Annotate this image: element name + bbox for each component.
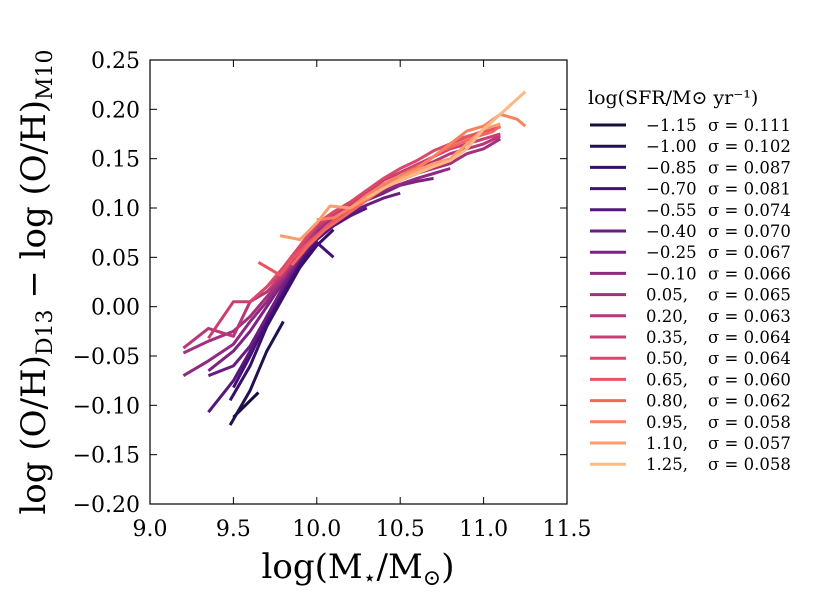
legend-value-15: 1.10, bbox=[646, 434, 688, 453]
legend-value-2: −0.85 bbox=[646, 158, 697, 177]
legend-sigma-2: σ = 0.087 bbox=[708, 158, 791, 177]
legend-sigma-13: σ = 0.062 bbox=[708, 392, 791, 411]
legend-value-8: 0.05, bbox=[646, 286, 688, 305]
plot-lines bbox=[182, 90, 527, 426]
y-tick-label-2: −0.10 bbox=[73, 394, 140, 419]
legend-value-0: −1.15 bbox=[646, 116, 697, 135]
series-line-1 bbox=[228, 320, 285, 426]
y-tick-label-5: 0.05 bbox=[91, 246, 140, 271]
legend-title: log(SFR/M⊙ yr⁻¹) bbox=[588, 87, 758, 109]
series-line-3 bbox=[232, 241, 335, 389]
legend-sigma-10: σ = 0.064 bbox=[708, 328, 791, 347]
legend-sigma-4: σ = 0.074 bbox=[708, 201, 791, 220]
legend-sigma-0: σ = 0.111 bbox=[708, 116, 791, 135]
legend-sigma-14: σ = 0.058 bbox=[708, 413, 791, 432]
y-tick-label-3: −0.05 bbox=[73, 345, 140, 370]
legend-value-6: −0.25 bbox=[646, 243, 697, 262]
legend-value-1: −1.00 bbox=[646, 137, 697, 156]
legend-sigma-6: σ = 0.067 bbox=[708, 243, 791, 262]
x-tick-label-4: 11.0 bbox=[459, 517, 508, 542]
y-tick-label-4: 0.00 bbox=[91, 296, 140, 321]
x-tick-label-0: 9.0 bbox=[133, 517, 168, 542]
legend-value-16: 1.25, bbox=[646, 455, 688, 474]
y-tick-label-7: 0.15 bbox=[91, 148, 140, 173]
y-tick-label-6: 0.10 bbox=[91, 197, 140, 222]
series-line-6 bbox=[207, 176, 434, 372]
legend-value-4: −0.55 bbox=[646, 201, 697, 220]
legend-value-11: 0.50, bbox=[646, 349, 688, 368]
legend-value-5: −0.40 bbox=[646, 222, 697, 241]
x-tick-label-2: 10.0 bbox=[292, 517, 341, 542]
legend: −1.15 σ = 0.111 −1.00 σ = 0.102 −0.85 σ = 0.0… bbox=[590, 116, 791, 474]
legend-value-3: −0.70 bbox=[646, 180, 697, 199]
legend-value-14: 0.95, bbox=[646, 413, 688, 432]
y-tick-label-1: −0.15 bbox=[73, 444, 140, 469]
legend-sigma-12: σ = 0.060 bbox=[708, 370, 791, 389]
legend-value-10: 0.35, bbox=[646, 328, 688, 347]
axis-ticks bbox=[149, 59, 568, 505]
legend-sigma-5: σ = 0.070 bbox=[708, 222, 791, 241]
x-axis-label: log(M⋆/M⊙) bbox=[262, 547, 455, 591]
plot-frame bbox=[149, 59, 568, 505]
x-tick-label-5: 11.5 bbox=[543, 517, 592, 542]
series-line-16 bbox=[366, 90, 527, 200]
y-tick-label-0: −0.20 bbox=[73, 493, 140, 518]
series-line-10 bbox=[207, 132, 501, 340]
legend-sigma-1: σ = 0.102 bbox=[708, 137, 791, 156]
y-axis-label: log (O/H)D13 − log (O/H)M10 bbox=[14, 49, 58, 514]
series-line-9 bbox=[182, 134, 501, 350]
legend-sigma-8: σ = 0.065 bbox=[708, 286, 791, 305]
series-line-8 bbox=[182, 137, 502, 355]
legend-value-9: 0.20, bbox=[646, 307, 688, 326]
legend-value-12: 0.65, bbox=[646, 370, 688, 389]
series-line-2 bbox=[228, 228, 335, 402]
legend-sigma-16: σ = 0.058 bbox=[708, 455, 791, 474]
axis-tick-labels: 9.0 9.5 10.0 10.5 11.0 11.5 −0.20 −0.15 −0.10 −0.… bbox=[73, 49, 592, 542]
legend-value-7: −0.10 bbox=[646, 264, 697, 283]
legend-value-13: 0.80, bbox=[646, 392, 688, 411]
x-tick-label-3: 10.5 bbox=[376, 517, 425, 542]
legend-sigma-11: σ = 0.064 bbox=[708, 349, 791, 368]
series-line-4 bbox=[207, 206, 368, 414]
x-tick-label-1: 9.5 bbox=[216, 517, 251, 542]
legend-sigma-9: σ = 0.063 bbox=[708, 307, 791, 326]
series-line-7 bbox=[182, 167, 451, 377]
y-tick-label-9: 0.25 bbox=[91, 49, 140, 74]
legend-sigma-3: σ = 0.081 bbox=[708, 180, 791, 199]
legend-sigma-7: σ = 0.066 bbox=[708, 264, 791, 283]
legend-sigma-15: σ = 0.057 bbox=[708, 434, 791, 453]
y-tick-label-8: 0.20 bbox=[91, 98, 140, 123]
